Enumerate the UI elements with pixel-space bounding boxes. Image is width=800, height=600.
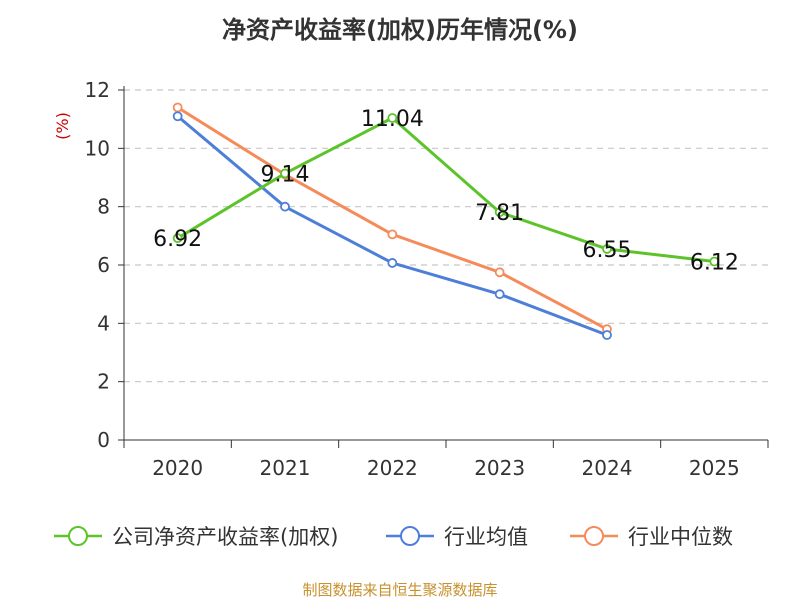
point-s2-2020 <box>172 102 183 113</box>
legend-label-2: 行业中位数 <box>628 525 733 549</box>
series-line-0 <box>176 116 715 263</box>
y-axis-unit-label: (%) <box>53 112 72 140</box>
point-s1-2021 <box>280 201 290 212</box>
data-label-2025: 6.12 <box>690 251 739 276</box>
x-tick-label-2025: 2025 <box>689 456 740 480</box>
data-label-2020: 6.92 <box>153 227 202 252</box>
gridlines <box>124 89 768 383</box>
series-layer <box>172 102 720 340</box>
legend-label-1: 行业均值 <box>444 525 528 549</box>
legend-label-0: 公司净资产收益率(加权) <box>112 525 338 549</box>
point-s2-2022 <box>387 229 398 240</box>
y-tick-label-0: 0 <box>97 428 110 452</box>
x-tick-label-2020: 2020 <box>152 456 203 480</box>
y-tick-label-2: 2 <box>97 370 110 394</box>
y-tick-label-8: 8 <box>97 195 110 219</box>
chart-title: 净资产收益率(加权)历年情况(%) <box>222 16 578 44</box>
data-label-2021: 9.14 <box>261 162 310 187</box>
x-tick-label-2021: 2021 <box>260 456 311 480</box>
point-s0-2021 <box>280 168 290 179</box>
data-label-2023: 7.81 <box>475 201 524 226</box>
point-s1-2024 <box>602 330 612 340</box>
legend-marker-1 <box>400 526 420 546</box>
data-label-2024: 6.55 <box>583 238 632 263</box>
series-line-2 <box>176 106 608 331</box>
x-tick-labels: 2020 2021 2022 2023 2024 2025 <box>152 456 740 480</box>
point-s0-2023 <box>494 207 505 218</box>
y-tick-label-10: 10 <box>85 136 110 160</box>
source-note: 制图数据来自恒生聚源数据库 <box>302 581 497 599</box>
x-tick-label-2024: 2024 <box>582 456 633 480</box>
x-tick-label-2022: 2022 <box>367 456 418 480</box>
point-s0-2022 <box>387 113 398 123</box>
y-tick-label-12: 12 <box>85 78 110 102</box>
point-s1-2022 <box>387 258 398 268</box>
point-s0-2020 <box>172 233 183 244</box>
point-s1-2020 <box>172 111 183 122</box>
legend-marker-2 <box>584 526 604 546</box>
point-s0-2024 <box>602 244 612 254</box>
data-labels: 6.92 9.14 11.04 7.81 6.55 6.12 <box>153 107 739 276</box>
legend: 公司净资产收益率(加权) 行业均值 行业中位数 <box>54 525 733 549</box>
x-tick-label-2023: 2023 <box>474 456 525 480</box>
data-label-2022: 11.04 <box>361 107 424 132</box>
point-s1-2023 <box>494 289 505 300</box>
y-tick-labels: 0 2 4 6 8 10 12 <box>85 78 110 452</box>
y-tick-label-4: 4 <box>97 311 110 335</box>
point-s2-2023 <box>494 267 505 278</box>
y-tick-label-6: 6 <box>97 253 110 277</box>
point-s0-2025 <box>709 256 720 267</box>
axes <box>118 86 769 448</box>
legend-marker-0 <box>68 526 88 546</box>
